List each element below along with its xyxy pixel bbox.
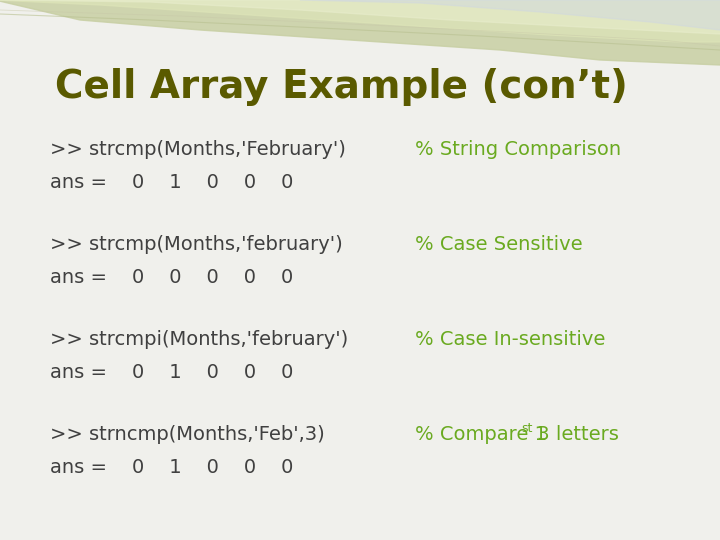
Polygon shape [0, 0, 720, 34]
Text: % Compare 1: % Compare 1 [415, 425, 547, 444]
Text: >> strcmpi(Months,'february'): >> strcmpi(Months,'february') [50, 330, 348, 349]
Text: >> strncmp(Months,'Feb',3): >> strncmp(Months,'Feb',3) [50, 425, 325, 444]
Text: ans =    0    1    0    0    0: ans = 0 1 0 0 0 [50, 458, 293, 477]
Text: Cell Array Example (con’t): Cell Array Example (con’t) [55, 68, 628, 106]
Text: % Case Sensitive: % Case Sensitive [415, 235, 582, 254]
Text: >> strcmp(Months,'February'): >> strcmp(Months,'February') [50, 140, 346, 159]
Polygon shape [300, 0, 720, 30]
Text: ans =    0    0    0    0    0: ans = 0 0 0 0 0 [50, 268, 293, 287]
Polygon shape [0, 0, 720, 42]
Text: st: st [521, 422, 532, 435]
Text: % Case In-sensitive: % Case In-sensitive [415, 330, 606, 349]
Text: >> strcmp(Months,'february'): >> strcmp(Months,'february') [50, 235, 343, 254]
Text: % String Comparison: % String Comparison [415, 140, 621, 159]
Polygon shape [0, 0, 720, 65]
Text: 3 letters: 3 letters [531, 425, 619, 444]
Text: ans =    0    1    0    0    0: ans = 0 1 0 0 0 [50, 173, 293, 192]
Text: ans =    0    1    0    0    0: ans = 0 1 0 0 0 [50, 363, 293, 382]
